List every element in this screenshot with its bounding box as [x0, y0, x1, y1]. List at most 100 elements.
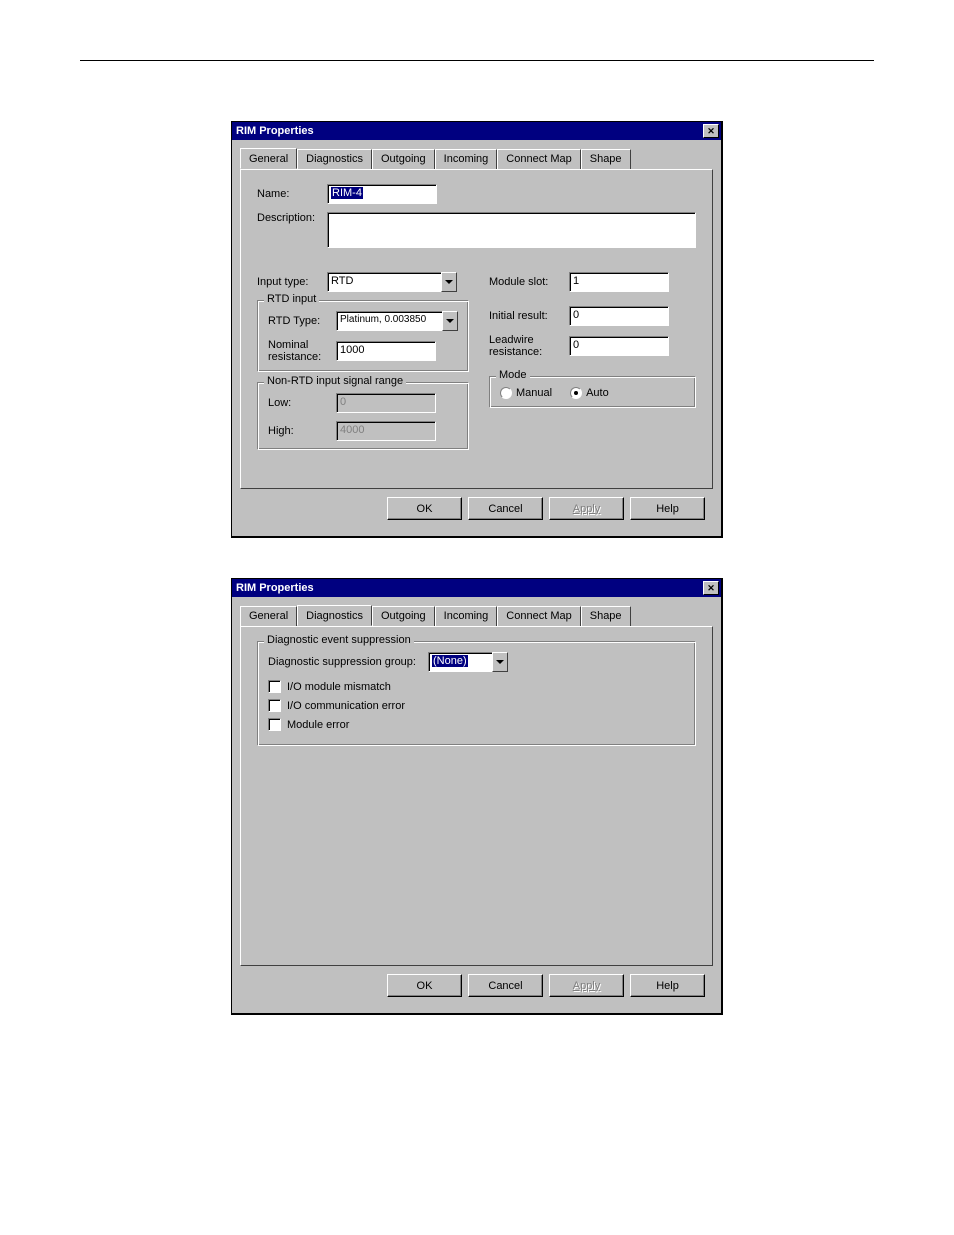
tab-connect-map[interactable]: Connect Map	[497, 149, 580, 170]
name-value: RIM-4	[331, 187, 363, 199]
dialog-title: RIM Properties	[236, 125, 314, 137]
mode-legend: Mode	[496, 369, 530, 381]
input-type-label: Input type:	[257, 276, 327, 288]
help-button[interactable]: Help	[630, 974, 705, 997]
chevron-down-icon[interactable]	[442, 311, 458, 331]
rtd-type-value: Platinum, 0.003850	[336, 311, 442, 331]
group-label: Diagnostic suppression group:	[268, 656, 428, 668]
high-row: High: 4000	[268, 421, 458, 441]
chk-label: I/O communication error	[287, 700, 405, 712]
rtd-type-select[interactable]: Platinum, 0.003850	[336, 311, 458, 331]
low-input: 0	[336, 393, 436, 413]
page: RIM Properties ✕ General Diagnostics Out…	[0, 0, 954, 1135]
input-type-select[interactable]: RTD	[327, 272, 457, 292]
ok-button[interactable]: OK	[387, 974, 462, 997]
tab-panel-general: Name: RIM-4 Description: Input type:	[240, 169, 713, 489]
cancel-button[interactable]: Cancel	[468, 497, 543, 520]
initial-result-label: Initial result:	[489, 310, 569, 322]
rim-properties-dialog-general: RIM Properties ✕ General Diagnostics Out…	[231, 121, 723, 538]
button-row: OK Cancel Apply Help	[240, 966, 713, 1005]
radio-icon	[570, 387, 582, 399]
name-label: Name:	[257, 188, 327, 200]
nonrtd-legend: Non-RTD input signal range	[264, 375, 406, 387]
leadwire-label: Leadwire resistance:	[489, 334, 569, 358]
mode-manual[interactable]: Manual	[500, 387, 552, 399]
checkbox-icon	[268, 699, 281, 712]
group-select[interactable]: (None)	[428, 652, 508, 672]
chevron-down-icon[interactable]	[441, 272, 457, 292]
two-col: Input type: RTD RTD input RTD Type:	[257, 272, 696, 450]
initial-result-input[interactable]: 0	[569, 306, 669, 326]
input-type-value: RTD	[327, 272, 441, 292]
radio-icon	[500, 387, 512, 399]
diagnostic-suppression-fieldset: Diagnostic event suppression Diagnostic …	[257, 641, 696, 746]
manual-label: Manual	[516, 387, 552, 399]
apply-button: Apply	[549, 497, 624, 520]
cancel-button[interactable]: Cancel	[468, 974, 543, 997]
chevron-down-icon[interactable]	[492, 652, 508, 672]
chk-io-communication-error[interactable]: I/O communication error	[268, 699, 685, 712]
low-label: Low:	[268, 397, 336, 409]
dialog-title: RIM Properties	[236, 582, 314, 594]
tab-connect-map[interactable]: Connect Map	[497, 606, 580, 627]
ok-button[interactable]: OK	[387, 497, 462, 520]
tab-diagnostics[interactable]: Diagnostics	[297, 605, 372, 626]
module-slot-row: Module slot: 1	[489, 272, 696, 292]
tab-outgoing[interactable]: Outgoing	[372, 606, 435, 627]
checkbox-icon	[268, 718, 281, 731]
close-icon: ✕	[707, 126, 715, 137]
tab-panel-diagnostics: Diagnostic event suppression Diagnostic …	[240, 626, 713, 966]
titlebar: RIM Properties ✕	[232, 579, 721, 597]
close-button[interactable]: ✕	[703, 124, 719, 138]
left-col: Input type: RTD RTD input RTD Type:	[257, 272, 469, 450]
rtd-input-legend: RTD input	[264, 293, 319, 305]
checkbox-icon	[268, 680, 281, 693]
rtd-type-row: RTD Type: Platinum, 0.003850	[268, 311, 458, 331]
description-row: Description:	[257, 212, 696, 248]
rtd-input-fieldset: RTD input RTD Type: Platinum, 0.003850 N…	[257, 300, 469, 372]
leadwire-input[interactable]: 0	[569, 336, 669, 356]
module-slot-label: Module slot:	[489, 276, 569, 288]
mode-radios: Manual Auto	[500, 387, 685, 399]
auto-label: Auto	[586, 387, 609, 399]
nominal-label: Nominal resistance:	[268, 339, 336, 363]
group-row: Diagnostic suppression group: (None)	[268, 652, 685, 672]
high-input: 4000	[336, 421, 436, 441]
tab-outgoing[interactable]: Outgoing	[372, 149, 435, 170]
tab-diagnostics[interactable]: Diagnostics	[297, 149, 372, 170]
close-button[interactable]: ✕	[703, 581, 719, 595]
chk-label: I/O module mismatch	[287, 681, 391, 693]
apply-button: Apply	[549, 974, 624, 997]
tab-general[interactable]: General	[240, 148, 297, 169]
chk-module-error[interactable]: Module error	[268, 718, 685, 731]
chk-io-module-mismatch[interactable]: I/O module mismatch	[268, 680, 685, 693]
titlebar: RIM Properties ✕	[232, 122, 721, 140]
high-label: High:	[268, 425, 336, 437]
name-input[interactable]: RIM-4	[327, 184, 437, 204]
button-row: OK Cancel Apply Help	[240, 489, 713, 528]
mode-fieldset: Mode Manual Auto	[489, 376, 696, 408]
initial-result-row: Initial result: 0	[489, 306, 696, 326]
tab-general[interactable]: General	[240, 606, 297, 627]
module-slot-input[interactable]: 1	[569, 272, 669, 292]
description-input[interactable]	[327, 212, 696, 248]
input-type-row: Input type: RTD	[257, 272, 469, 292]
name-row: Name: RIM-4	[257, 184, 696, 204]
dialog-body: General Diagnostics Outgoing Incoming Co…	[232, 597, 721, 1013]
leadwire-row: Leadwire resistance: 0	[489, 334, 696, 358]
divider	[80, 60, 874, 61]
tab-shape[interactable]: Shape	[581, 606, 631, 627]
mode-auto[interactable]: Auto	[570, 387, 609, 399]
nominal-input[interactable]: 1000	[336, 341, 436, 361]
tab-strip: General Diagnostics Outgoing Incoming Co…	[240, 148, 713, 169]
description-label: Description:	[257, 212, 327, 224]
tab-incoming[interactable]: Incoming	[435, 606, 498, 627]
group-value: (None)	[428, 652, 492, 672]
rtd-type-label: RTD Type:	[268, 315, 336, 327]
nonrtd-fieldset: Non-RTD input signal range Low: 0 High: …	[257, 382, 469, 450]
tab-shape[interactable]: Shape	[581, 149, 631, 170]
nominal-row: Nominal resistance: 1000	[268, 339, 458, 363]
help-button[interactable]: Help	[630, 497, 705, 520]
tab-incoming[interactable]: Incoming	[435, 149, 498, 170]
dialog-body: General Diagnostics Outgoing Incoming Co…	[232, 140, 721, 536]
